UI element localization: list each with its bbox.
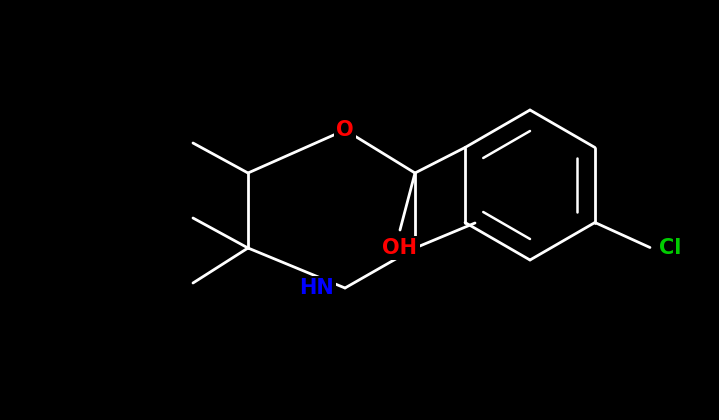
Text: O: O [336, 120, 354, 140]
Text: Cl: Cl [659, 237, 681, 257]
Text: OH: OH [383, 238, 418, 258]
Text: HN: HN [300, 278, 334, 298]
